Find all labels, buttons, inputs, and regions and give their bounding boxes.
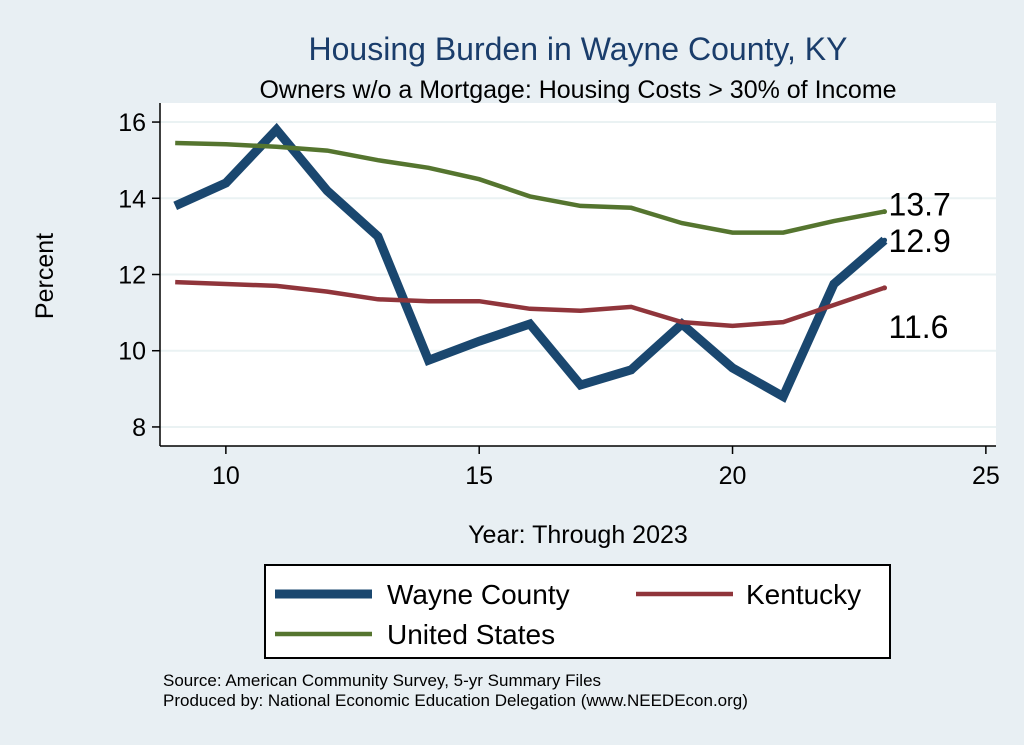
- axes: 8 10 12 14 16 10 15 20 25: [118, 103, 1000, 490]
- producer-line: Produced by: National Economic Education…: [163, 691, 748, 710]
- series-line-kentucky: [175, 279, 886, 329]
- chart-subtitle: Owners w/o a Mortgage: Housing Costs > 3…: [259, 76, 896, 104]
- end-label-kentucky: 11.6: [889, 309, 949, 345]
- series-lines: [173, 122, 888, 403]
- x-tick-label: 10: [212, 462, 240, 490]
- y-tick-label: 16: [118, 109, 146, 137]
- end-labels: 12.9 11.6 13.7: [882, 187, 951, 345]
- y-tick-label: 10: [118, 338, 146, 366]
- gridlines: [160, 121, 996, 428]
- source-note: Source: American Community Survey, 5-yr …: [163, 671, 748, 711]
- chart-title: Housing Burden in Wayne County, KY: [309, 31, 848, 67]
- legend-label-united-states: United States: [387, 619, 555, 650]
- y-axis-label: Percent: [31, 233, 59, 319]
- y-tick-label: 8: [132, 414, 146, 442]
- x-tick-label: 15: [465, 462, 493, 490]
- x-tick-label: 25: [972, 462, 1000, 490]
- y-tick-label: 12: [118, 262, 146, 290]
- series-line-united-states: [175, 140, 885, 235]
- legend-label-kentucky: Kentucky: [746, 579, 861, 610]
- x-axis-label: Year: Through 2023: [468, 521, 688, 549]
- end-marker-kentucky: [882, 285, 888, 291]
- legend-label-wayne-county: Wayne County: [387, 579, 570, 610]
- end-label-wayne-county: 12.9: [889, 223, 951, 259]
- legend-box: [264, 564, 891, 659]
- end-label-united-states: 13.7: [889, 187, 951, 223]
- x-tick-label: 20: [719, 462, 747, 490]
- y-tick-label: 14: [118, 185, 146, 213]
- source-line: Source: American Community Survey, 5-yr …: [163, 671, 602, 690]
- end-marker-wayne-county: [882, 237, 888, 243]
- end-marker-united-states: [882, 209, 888, 215]
- legend: Wayne County Kentucky United States: [275, 579, 861, 650]
